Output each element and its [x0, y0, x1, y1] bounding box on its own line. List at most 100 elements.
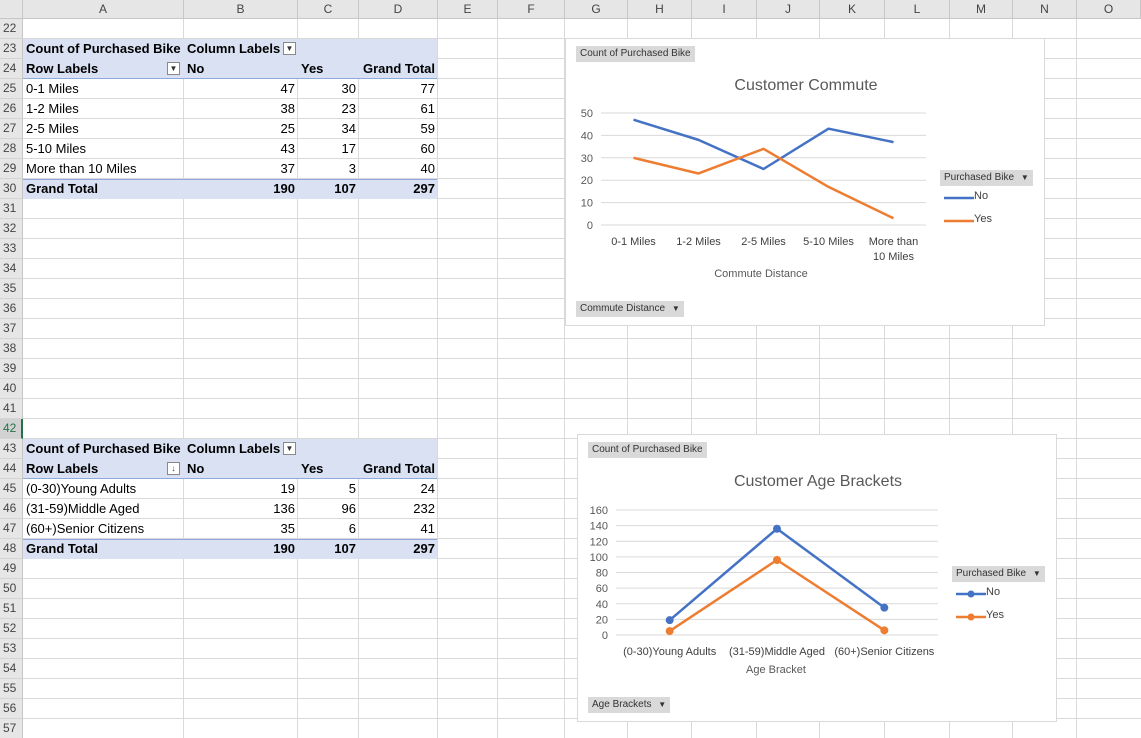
pivot-value-yes[interactable]: 34: [341, 121, 356, 136]
pivot-value-no[interactable]: 35: [280, 521, 295, 536]
row-filter-dropdown-icon[interactable]: ▼: [167, 62, 180, 75]
column-header-j[interactable]: J: [757, 0, 820, 19]
pivot-value-total[interactable]: 232: [413, 501, 435, 516]
row-header-27[interactable]: 27: [0, 119, 23, 139]
row-header-51[interactable]: 51: [0, 599, 23, 619]
row-header-23[interactable]: 23: [0, 39, 23, 59]
legend-field-button[interactable]: Purchased Bike ▼: [952, 566, 1045, 582]
row-header-46[interactable]: 46: [0, 499, 23, 519]
pivot-row-label[interactable]: 0-1 Miles: [26, 81, 79, 96]
row-header-31[interactable]: 31: [0, 199, 23, 219]
legend-field-button[interactable]: Purchased Bike ▼: [940, 170, 1033, 186]
row-header-36[interactable]: 36: [0, 299, 23, 319]
pivot-row-label[interactable]: (0-30)Young Adults: [26, 481, 137, 496]
pivot-value-total[interactable]: 24: [420, 481, 435, 496]
row-header-45[interactable]: 45: [0, 479, 23, 499]
pivot-value-no[interactable]: 43: [280, 141, 295, 156]
pivot-value-no[interactable]: 37: [280, 161, 295, 176]
pivot-value-total[interactable]: 41: [420, 521, 435, 536]
pivot-row-labels[interactable]: Row Labels: [26, 61, 99, 76]
row-header-35[interactable]: 35: [0, 279, 23, 299]
pivot-value-total[interactable]: 61: [420, 101, 435, 116]
column-header-b[interactable]: B: [184, 0, 298, 19]
pivot-grand-total-total[interactable]: 297: [413, 181, 435, 196]
column-filter-dropdown-icon[interactable]: ▼: [283, 42, 296, 55]
column-header-m[interactable]: M: [950, 0, 1013, 19]
pivot-column-labels[interactable]: Column Labels: [187, 41, 281, 56]
row-header-34[interactable]: 34: [0, 259, 23, 279]
row-header-33[interactable]: 33: [0, 239, 23, 259]
row-header-41[interactable]: 41: [0, 399, 23, 419]
pivot-value-no[interactable]: 47: [280, 81, 295, 96]
row-header-28[interactable]: 28: [0, 139, 23, 159]
pivot-row-label[interactable]: 2-5 Miles: [26, 121, 79, 136]
pivot-value-no[interactable]: 38: [280, 101, 295, 116]
axis-field-button[interactable]: Commute Distance ▼: [576, 301, 684, 317]
row-header-50[interactable]: 50: [0, 579, 23, 599]
pivot-value-total[interactable]: 59: [420, 121, 435, 136]
select-all-corner[interactable]: [0, 0, 23, 19]
row-sort-filter-icon[interactable]: ↓: [167, 462, 180, 475]
pivot-value-no[interactable]: 25: [280, 121, 295, 136]
row-header-47[interactable]: 47: [0, 519, 23, 539]
row-header-22[interactable]: 22: [0, 19, 23, 39]
row-header-37[interactable]: 37: [0, 319, 23, 339]
pivot-row-label[interactable]: (60+)Senior Citizens: [26, 521, 145, 536]
row-header-24[interactable]: 24: [0, 59, 23, 79]
row-header-54[interactable]: 54: [0, 659, 23, 679]
pivot-value-field[interactable]: Count of Purchased Bike: [26, 441, 181, 456]
row-header-42[interactable]: 42: [0, 419, 23, 439]
column-header-a[interactable]: A: [23, 0, 184, 19]
column-header-n[interactable]: N: [1013, 0, 1077, 19]
row-header-55[interactable]: 55: [0, 679, 23, 699]
column-header-g[interactable]: G: [565, 0, 628, 19]
pivot-row-labels[interactable]: Row Labels: [26, 461, 99, 476]
row-header-30[interactable]: 30: [0, 179, 23, 199]
row-header-44[interactable]: 44: [0, 459, 23, 479]
pivot-grand-total-no[interactable]: 190: [273, 181, 295, 196]
pivot-value-no[interactable]: 19: [280, 481, 295, 496]
pivot-value-total[interactable]: 60: [420, 141, 435, 156]
row-header-53[interactable]: 53: [0, 639, 23, 659]
row-header-32[interactable]: 32: [0, 219, 23, 239]
column-filter-dropdown-icon[interactable]: ▼: [283, 442, 296, 455]
value-field-button[interactable]: Count of Purchased Bike: [588, 442, 707, 458]
row-header-52[interactable]: 52: [0, 619, 23, 639]
column-header-e[interactable]: E: [438, 0, 498, 19]
pivot-value-yes[interactable]: 3: [348, 161, 356, 176]
column-header-h[interactable]: H: [628, 0, 692, 19]
row-header-49[interactable]: 49: [0, 559, 23, 579]
pivot-value-field[interactable]: Count of Purchased Bike: [26, 41, 181, 56]
row-header-40[interactable]: 40: [0, 379, 23, 399]
pivot-grand-total-no[interactable]: 190: [273, 541, 295, 556]
pivot-value-yes[interactable]: 23: [341, 101, 356, 116]
row-header-56[interactable]: 56: [0, 699, 23, 719]
pivot-value-total[interactable]: 40: [420, 161, 435, 176]
pivot-grand-total-yes[interactable]: 107: [334, 181, 356, 196]
column-header-c[interactable]: C: [298, 0, 359, 19]
row-header-43[interactable]: 43: [0, 439, 23, 459]
pivot-grand-total-label[interactable]: Grand Total: [26, 541, 98, 556]
row-header-29[interactable]: 29: [0, 159, 23, 179]
row-header-38[interactable]: 38: [0, 339, 23, 359]
row-header-48[interactable]: 48: [0, 539, 23, 559]
axis-field-button[interactable]: Age Brackets ▼: [588, 697, 671, 713]
pivot-column-labels[interactable]: Column Labels: [187, 441, 281, 456]
pivot-row-label[interactable]: (31-59)Middle Aged: [26, 501, 140, 516]
pivot-value-yes[interactable]: 17: [341, 141, 356, 156]
row-header-57[interactable]: 57: [0, 719, 23, 738]
chart-customer-commute[interactable]: Count of Purchased Bike Customer Commute…: [565, 38, 1045, 326]
row-header-26[interactable]: 26: [0, 99, 23, 119]
column-header-o[interactable]: O: [1077, 0, 1141, 19]
column-header-k[interactable]: K: [820, 0, 885, 19]
pivot-value-yes[interactable]: 5: [348, 481, 356, 496]
pivot-grand-total-total[interactable]: 297: [413, 541, 435, 556]
pivot-grand-total-yes[interactable]: 107: [334, 541, 356, 556]
pivot-row-label[interactable]: 1-2 Miles: [26, 101, 79, 116]
column-header-f[interactable]: F: [498, 0, 565, 19]
row-header-25[interactable]: 25: [0, 79, 23, 99]
pivot-value-no[interactable]: 136: [273, 501, 295, 516]
row-header-39[interactable]: 39: [0, 359, 23, 379]
pivot-row-label[interactable]: 5-10 Miles: [26, 141, 86, 156]
